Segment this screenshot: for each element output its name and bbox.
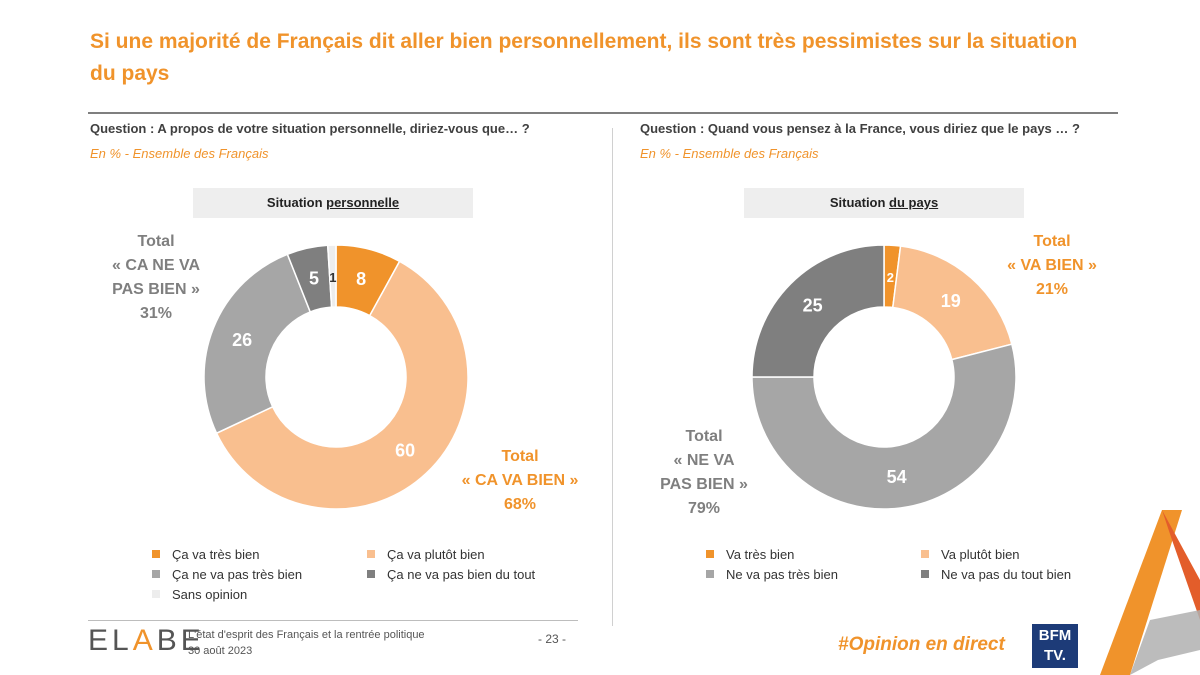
hashtag: #Opinion en direct	[838, 634, 1005, 655]
slice-label: 8	[356, 269, 366, 289]
left-total-bad: Total « CA NE VA PAS BIEN » 31%	[96, 230, 216, 326]
footer-divider	[88, 620, 578, 621]
legend-swatch-very-good	[152, 550, 160, 558]
bfm-line2: TV.	[1044, 647, 1066, 664]
left-total-bad-value: 31%	[139, 305, 173, 322]
title-divider	[88, 112, 1118, 114]
right-box-prefix: Situation	[829, 195, 890, 210]
footer-caption: L'état d'esprit des Français et la rentr…	[188, 627, 425, 659]
footer-line1: L'état d'esprit des Français et la rentr…	[188, 629, 425, 641]
legend-swatch-rather-good	[367, 550, 375, 558]
logo-part: BE	[156, 624, 205, 657]
left-total-good-value: 68%	[503, 496, 537, 513]
page-number: - 23 -	[538, 632, 567, 646]
right-box-underlined: du pays	[889, 195, 939, 210]
right-total-bad-line2: « NE VA	[673, 452, 735, 469]
page-title: Si une majorité de Français dit aller bi…	[90, 30, 1078, 85]
slice-label: 54	[887, 467, 907, 487]
left-legend: Ça va très bien Ça va plutôt bien Ça ne …	[152, 545, 572, 603]
legend-swatch-not-very-good	[706, 570, 714, 578]
left-total-bad-line3: PAS BIEN »	[112, 281, 200, 298]
bfm-line1: BFM	[1038, 627, 1072, 644]
logo-stroke-grey	[1130, 610, 1200, 675]
legend-item: Va plutôt bien	[921, 545, 1126, 563]
left-chart-title-box: Situation personnelle	[193, 188, 473, 218]
right-total-good-line2: « VA BIEN »	[1007, 257, 1097, 274]
elabe-logo: ELABE	[88, 624, 205, 658]
legend-label: Ne va pas du tout bien	[941, 566, 1072, 582]
left-total-good-line1: Total	[501, 448, 539, 465]
right-total-bad-line3: PAS BIEN »	[660, 476, 748, 493]
donut-slice	[326, 244, 337, 308]
slice-label: 5	[309, 268, 319, 288]
donut-country: 2 19 54 25	[751, 244, 1017, 510]
left-total-good-line2: « CA VA BIEN »	[461, 472, 579, 489]
slice-label: 19	[941, 291, 961, 311]
legend-swatch-no-opinion	[152, 590, 160, 598]
legend-label: Va très bien	[726, 546, 795, 562]
right-question: Question : Quand vous pensez à la France…	[640, 121, 1080, 136]
legend-label: Ça ne va pas bien du tout	[387, 566, 536, 582]
left-total-bad-line2: « CA NE VA	[111, 257, 200, 274]
corner-a-logo-icon	[1100, 510, 1200, 675]
legend-label: Sans opinion	[172, 586, 248, 602]
legend-swatch-not-very-good	[152, 570, 160, 578]
legend-label: Ça va plutôt bien	[387, 546, 485, 562]
left-box-underlined: personnelle	[326, 195, 400, 210]
legend-item: Va très bien	[706, 545, 921, 563]
left-subtitle: En % - Ensemble des Français	[90, 146, 269, 161]
legend-item: Ne va pas du tout bien	[921, 565, 1126, 583]
slice-label: 26	[232, 330, 252, 350]
right-total-good-value: 21%	[1035, 281, 1069, 298]
left-total-good: Total « CA VA BIEN » 68%	[450, 445, 590, 517]
legend-label: Ça ne va pas très bien	[172, 566, 303, 582]
donut-slice	[751, 343, 1017, 510]
legend-item: Sans opinion	[152, 585, 367, 603]
right-total-bad: Total « NE VA PAS BIEN » 79%	[644, 425, 764, 521]
legend-item: Ça ne va pas bien du tout	[367, 565, 572, 583]
donut-slice	[891, 245, 1013, 361]
right-subtitle: En % - Ensemble des Français	[640, 146, 819, 161]
slice-label: 1	[329, 270, 336, 285]
legend-item: Ça ne va pas très bien	[152, 565, 367, 583]
legend-swatch-not-good-at-all	[921, 570, 929, 578]
legend-item: Ne va pas très bien	[706, 565, 921, 583]
legend-label: Ne va pas très bien	[726, 566, 839, 582]
legend-swatch-very-good	[706, 550, 714, 558]
slice-label: 25	[803, 296, 823, 316]
column-divider	[612, 128, 613, 626]
donut-slice	[215, 260, 469, 510]
slice-label: 2	[887, 270, 894, 285]
logo-part: EL	[88, 624, 133, 657]
legend-item: Ça va très bien	[152, 545, 367, 563]
logo-stroke-orange	[1100, 510, 1182, 675]
legend-label: Va plutôt bien	[941, 546, 1020, 562]
right-total-bad-line1: Total	[685, 428, 723, 445]
left-box-prefix: Situation	[266, 195, 327, 210]
slice-label: 60	[395, 441, 415, 461]
legend-item: Ça va plutôt bien	[367, 545, 572, 563]
legend-swatch-not-good-at-all	[367, 570, 375, 578]
right-legend: Va très bien Va plutôt bien Ne va pas tr…	[706, 545, 1126, 583]
donut-slice	[203, 253, 312, 435]
left-question: Question : A propos de votre situation p…	[90, 121, 530, 136]
right-total-bad-value: 79%	[687, 500, 721, 517]
left-total-bad-line1: Total	[137, 233, 175, 250]
bfmtv-logo: BFM TV.	[1032, 624, 1078, 668]
donut-slice	[751, 244, 885, 378]
right-total-good-line1: Total	[1033, 233, 1071, 250]
footer-line2: 30 août 2023	[188, 645, 253, 657]
legend-label: Ça va très bien	[172, 546, 260, 562]
right-total-good: Total « VA BIEN » 21%	[992, 230, 1112, 302]
legend-swatch-rather-good	[921, 550, 929, 558]
logo-stroke-red	[1162, 510, 1200, 620]
donut-personal: 8 60 26 5 1	[203, 244, 469, 510]
right-chart-title-box: Situation du pays	[744, 188, 1024, 218]
logo-part: A	[132, 624, 157, 657]
